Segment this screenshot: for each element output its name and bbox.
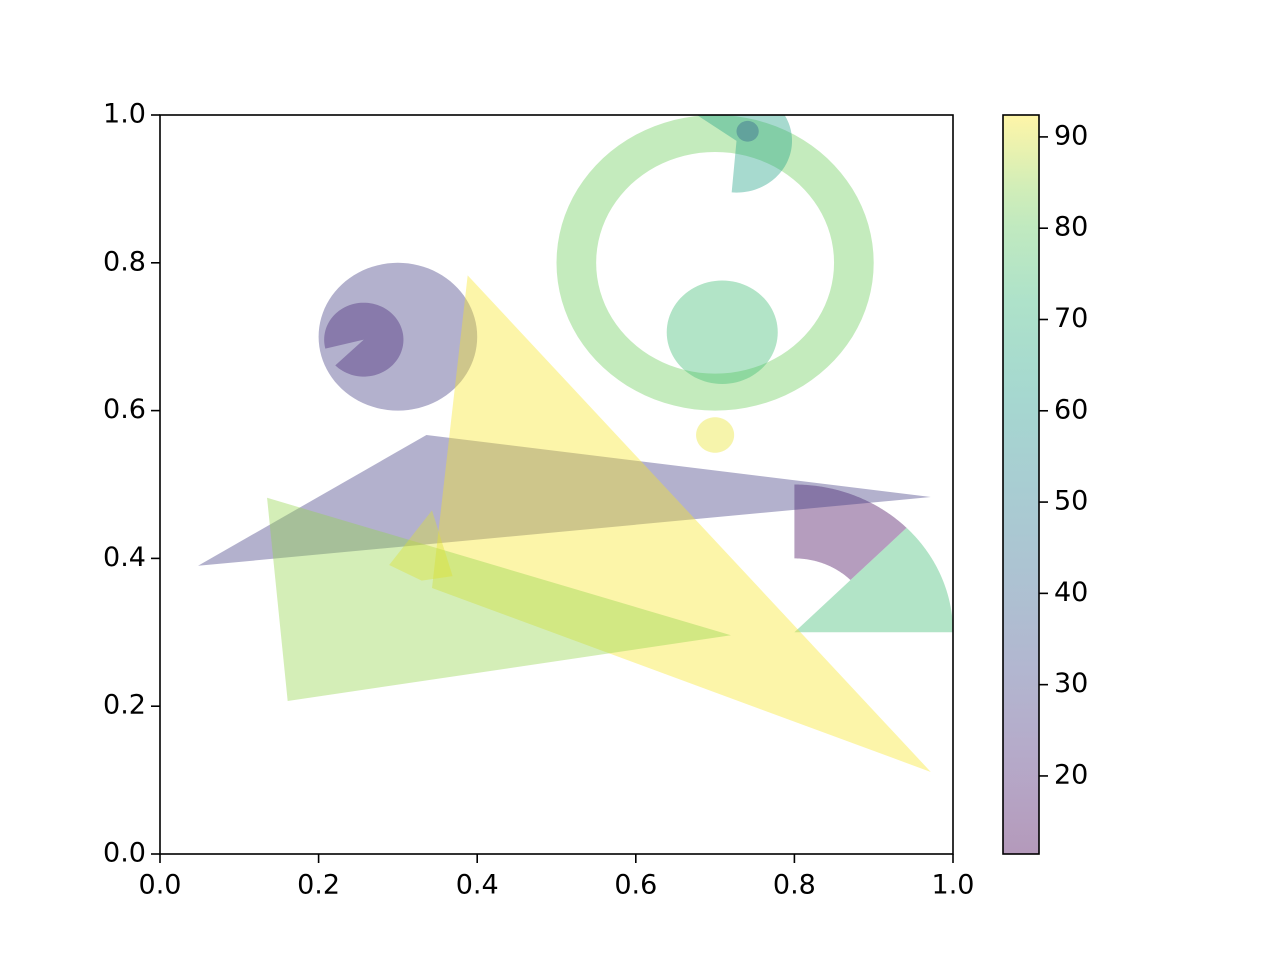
axes-frame	[159, 114, 954, 855]
y-tick-label: 0.2	[103, 690, 146, 721]
y-tick-label: 0.0	[103, 838, 146, 869]
colorbar-tick-label: 30	[1054, 668, 1088, 699]
colorbar	[1002, 114, 1040, 855]
y-tick-label: 1.0	[103, 99, 146, 130]
patch-polygon	[389, 510, 453, 581]
colorbar-tick-label: 90	[1054, 120, 1088, 151]
patch-polygon	[198, 434, 931, 566]
patch-wedge	[794, 527, 953, 633]
x-tick-label: 0.6	[614, 870, 657, 901]
x-tick-label: 0.4	[456, 870, 499, 901]
patch-polygon	[432, 275, 931, 772]
colorbar-tick-label: 50	[1054, 486, 1088, 517]
colorbar-tick-label: 60	[1054, 394, 1088, 425]
y-tick-label: 0.6	[103, 394, 146, 425]
x-tick-label: 0.0	[139, 870, 182, 901]
colorbar-tick-label: 40	[1054, 577, 1088, 608]
x-tick-label: 1.0	[932, 870, 975, 901]
x-tick-label: 0.8	[773, 870, 816, 901]
y-tick-label: 0.8	[103, 246, 146, 277]
patch-polygon	[267, 497, 731, 702]
colorbar-tick-label: 20	[1054, 759, 1088, 790]
patch-wedge	[324, 302, 404, 377]
patch-circle	[666, 280, 778, 384]
patch-wedge	[696, 115, 793, 193]
patch-circle	[318, 262, 478, 411]
colorbar-tick-label: 80	[1054, 212, 1088, 243]
patch-circle	[696, 417, 735, 453]
patches	[198, 115, 953, 772]
patch-circle	[736, 120, 759, 142]
colorbar-tick-label: 70	[1054, 303, 1088, 334]
x-tick-label: 0.2	[297, 870, 340, 901]
patch-annulus	[794, 484, 907, 581]
y-tick-label: 0.4	[103, 542, 146, 573]
